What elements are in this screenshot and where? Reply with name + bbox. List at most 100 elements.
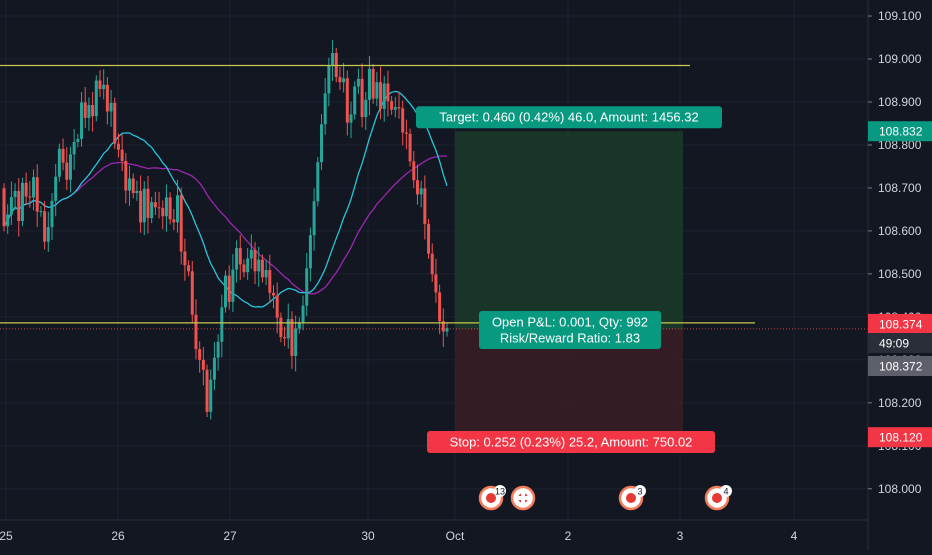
candle xyxy=(331,53,335,66)
event-count-bg xyxy=(494,485,506,497)
candle xyxy=(438,292,442,322)
candle xyxy=(397,107,401,109)
candle xyxy=(17,190,21,222)
candle xyxy=(205,369,209,412)
candle xyxy=(54,176,58,201)
x-tick-label: 4 xyxy=(791,529,798,543)
candle xyxy=(102,84,106,90)
price-tick-label: 109.000 xyxy=(878,52,922,66)
x-tick-label: 27 xyxy=(223,529,237,543)
candle xyxy=(183,251,187,266)
candle xyxy=(212,357,216,380)
candle xyxy=(364,99,368,118)
target-price-tag[interactable]: 108.832 xyxy=(868,121,932,142)
candle xyxy=(231,269,235,302)
bid-price-tag-bg[interactable] xyxy=(868,356,932,376)
bid-price-tag[interactable]: 108.372 xyxy=(868,356,932,376)
candle xyxy=(87,105,91,118)
price-tick-label: 108.000 xyxy=(878,482,922,496)
candle xyxy=(301,305,305,323)
event-count: 13 xyxy=(495,487,505,497)
x-tick-label: Oct xyxy=(446,529,465,543)
x-axis[interactable]: 25 26 27 30 Oct 2 3 4 xyxy=(0,519,932,543)
candle xyxy=(271,292,275,296)
event-badge[interactable]: 4 xyxy=(704,485,732,511)
candle xyxy=(279,317,283,338)
target-label-bg[interactable] xyxy=(416,106,722,129)
pnl-label-text: Risk/Reward Ratio: 1.83 xyxy=(500,331,640,346)
target-label-text: Target: 0.460 (0.42%) 46.0, Amount: 1456… xyxy=(439,110,698,125)
target-price-tag-bg[interactable] xyxy=(868,121,932,142)
candle xyxy=(349,114,353,123)
candle xyxy=(161,208,165,217)
candle xyxy=(76,138,80,142)
candle xyxy=(283,337,287,339)
current-price-tag-bg[interactable] xyxy=(868,313,932,334)
price-axis[interactable]: 108.000108.100108.200108.300108.400108.5… xyxy=(867,0,932,550)
countdown-tag-bg[interactable] xyxy=(868,333,932,353)
event-count-bg xyxy=(634,485,646,497)
event-icon-dot xyxy=(486,493,496,503)
candle xyxy=(238,248,242,265)
candle xyxy=(224,275,227,308)
candle xyxy=(242,264,246,273)
candle xyxy=(345,78,349,123)
candle xyxy=(20,182,24,222)
x-tick-label: 2 xyxy=(565,529,572,543)
candle xyxy=(316,162,320,202)
candle xyxy=(264,270,268,278)
event-count-bg xyxy=(720,485,732,497)
candle xyxy=(434,274,438,293)
candle xyxy=(441,321,445,332)
candle xyxy=(9,196,13,215)
event-plus-h xyxy=(517,496,529,500)
candle xyxy=(257,259,261,272)
candle xyxy=(419,188,423,195)
candle xyxy=(390,101,394,110)
candle xyxy=(220,307,224,342)
event-badge[interactable]: 13 xyxy=(478,485,506,511)
candle xyxy=(128,178,132,191)
candle xyxy=(260,259,264,278)
candle xyxy=(415,180,419,195)
stop-price-tag[interactable]: 108.120 xyxy=(868,427,932,448)
pnl-label-bg[interactable] xyxy=(479,311,661,349)
event-badges[interactable]: 13 3 4 xyxy=(478,485,732,511)
candle xyxy=(249,249,253,259)
stop-label[interactable]: Stop: 0.252 (0.23%) 25.2, Amount: 750.02 xyxy=(427,431,715,453)
x-tick-label: 25 xyxy=(0,529,13,543)
event-badge[interactable] xyxy=(510,485,536,511)
candle xyxy=(194,314,198,350)
event-badge[interactable]: 3 xyxy=(618,485,646,511)
candle xyxy=(131,178,135,194)
candle xyxy=(275,295,279,318)
candle xyxy=(50,200,54,228)
horizontal-lines[interactable] xyxy=(0,64,868,330)
target-label[interactable]: Target: 0.460 (0.42%) 46.0, Amount: 1456… xyxy=(416,106,722,129)
candle xyxy=(297,322,301,329)
current-price-tag[interactable]: 108.374 xyxy=(868,313,932,334)
candle xyxy=(190,271,194,315)
candle xyxy=(294,328,298,356)
candle xyxy=(124,160,128,191)
candle xyxy=(150,202,154,219)
price-axis-bg xyxy=(868,0,932,550)
candle xyxy=(65,162,69,180)
candle xyxy=(105,84,109,112)
stop-price-tag-bg[interactable] xyxy=(868,427,932,448)
candle xyxy=(430,253,434,275)
countdown-tag[interactable]: 49:09 xyxy=(868,333,932,353)
candle xyxy=(408,133,412,162)
stop-label-bg[interactable] xyxy=(427,431,715,453)
candle xyxy=(246,258,250,273)
x-tick-label: 3 xyxy=(677,529,684,543)
price-tick-label: 108.500 xyxy=(878,267,922,281)
candle xyxy=(13,190,17,197)
candle xyxy=(80,102,84,139)
candle xyxy=(375,82,379,99)
candle xyxy=(404,132,408,134)
position-labels[interactable]: Target: 0.460 (0.42%) 46.0, Amount: 1456… xyxy=(416,106,722,453)
